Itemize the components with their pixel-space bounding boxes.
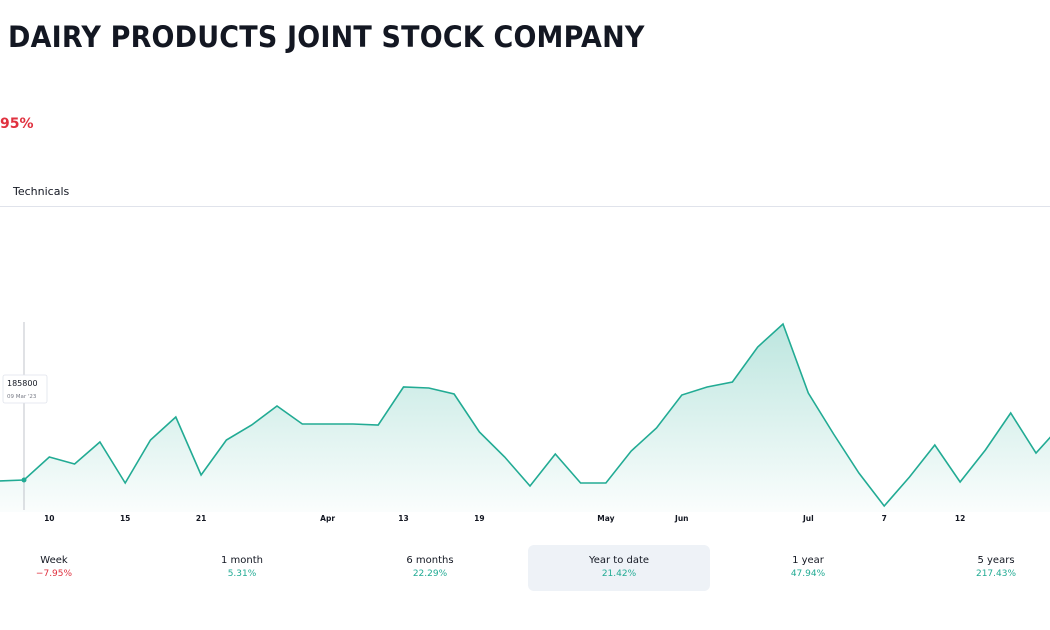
x-tick-label: 19 [474, 514, 484, 523]
period-change: 22.29% [412, 569, 448, 579]
tooltip-value: 185800 [7, 379, 38, 388]
period-change: 5.31% [227, 569, 257, 579]
period-label: 1 month [221, 555, 263, 566]
x-tick-label: 13 [398, 514, 408, 523]
x-tick-label: Jun [674, 514, 688, 523]
period-label: 5 years [977, 555, 1015, 566]
performance-item[interactable]: 6 months 22.29% [339, 545, 521, 591]
period-label: Year to date [588, 555, 650, 566]
period-change: 21.42% [601, 569, 637, 579]
x-tick-label: 21 [196, 514, 206, 523]
x-tick-label: Apr [320, 514, 335, 523]
tooltip-box [2, 374, 48, 404]
x-tick-label: May [597, 514, 614, 523]
tooltip-date: 09 Mar '23 [7, 394, 37, 400]
x-tick-label: 12 [955, 514, 965, 523]
company-title: DAIRY PRODUCTS JOINT STOCK COMPANY [8, 20, 645, 54]
performance-item[interactable]: 1 month 5.31% [151, 545, 333, 591]
period-change: 47.94% [790, 569, 826, 579]
tab[interactable]: Technicals [13, 185, 70, 198]
price-change: 95% [0, 116, 34, 132]
x-tick-label: 7 [882, 514, 887, 523]
x-tick-label: 10 [44, 514, 54, 523]
point-marker [21, 477, 27, 483]
period-change: 217.43% [975, 569, 1017, 579]
period-label: Week [40, 555, 68, 566]
performance-item[interactable]: 1 year 47.94% [717, 545, 899, 591]
chart: 10 15 21 Apr 13 19 May Jun Jul 7 12 185800 09 Mar '2… [0, 322, 1050, 523]
area [0, 324, 1050, 512]
performance-item[interactable]: Year to date 21.42% [528, 545, 710, 591]
price-line [0, 322, 1050, 508]
period-label: 1 year [792, 555, 824, 566]
x-tick-label: 15 [120, 514, 130, 523]
performance-item[interactable]: Week −7.95% [0, 545, 145, 591]
performance-item[interactable]: 5 years 217.43% [905, 545, 1050, 591]
period-change: −7.95% [35, 569, 73, 579]
tab-divider [0, 206, 1050, 207]
x-tick-label: Jul [802, 514, 814, 523]
period-label: 6 months [406, 555, 454, 566]
